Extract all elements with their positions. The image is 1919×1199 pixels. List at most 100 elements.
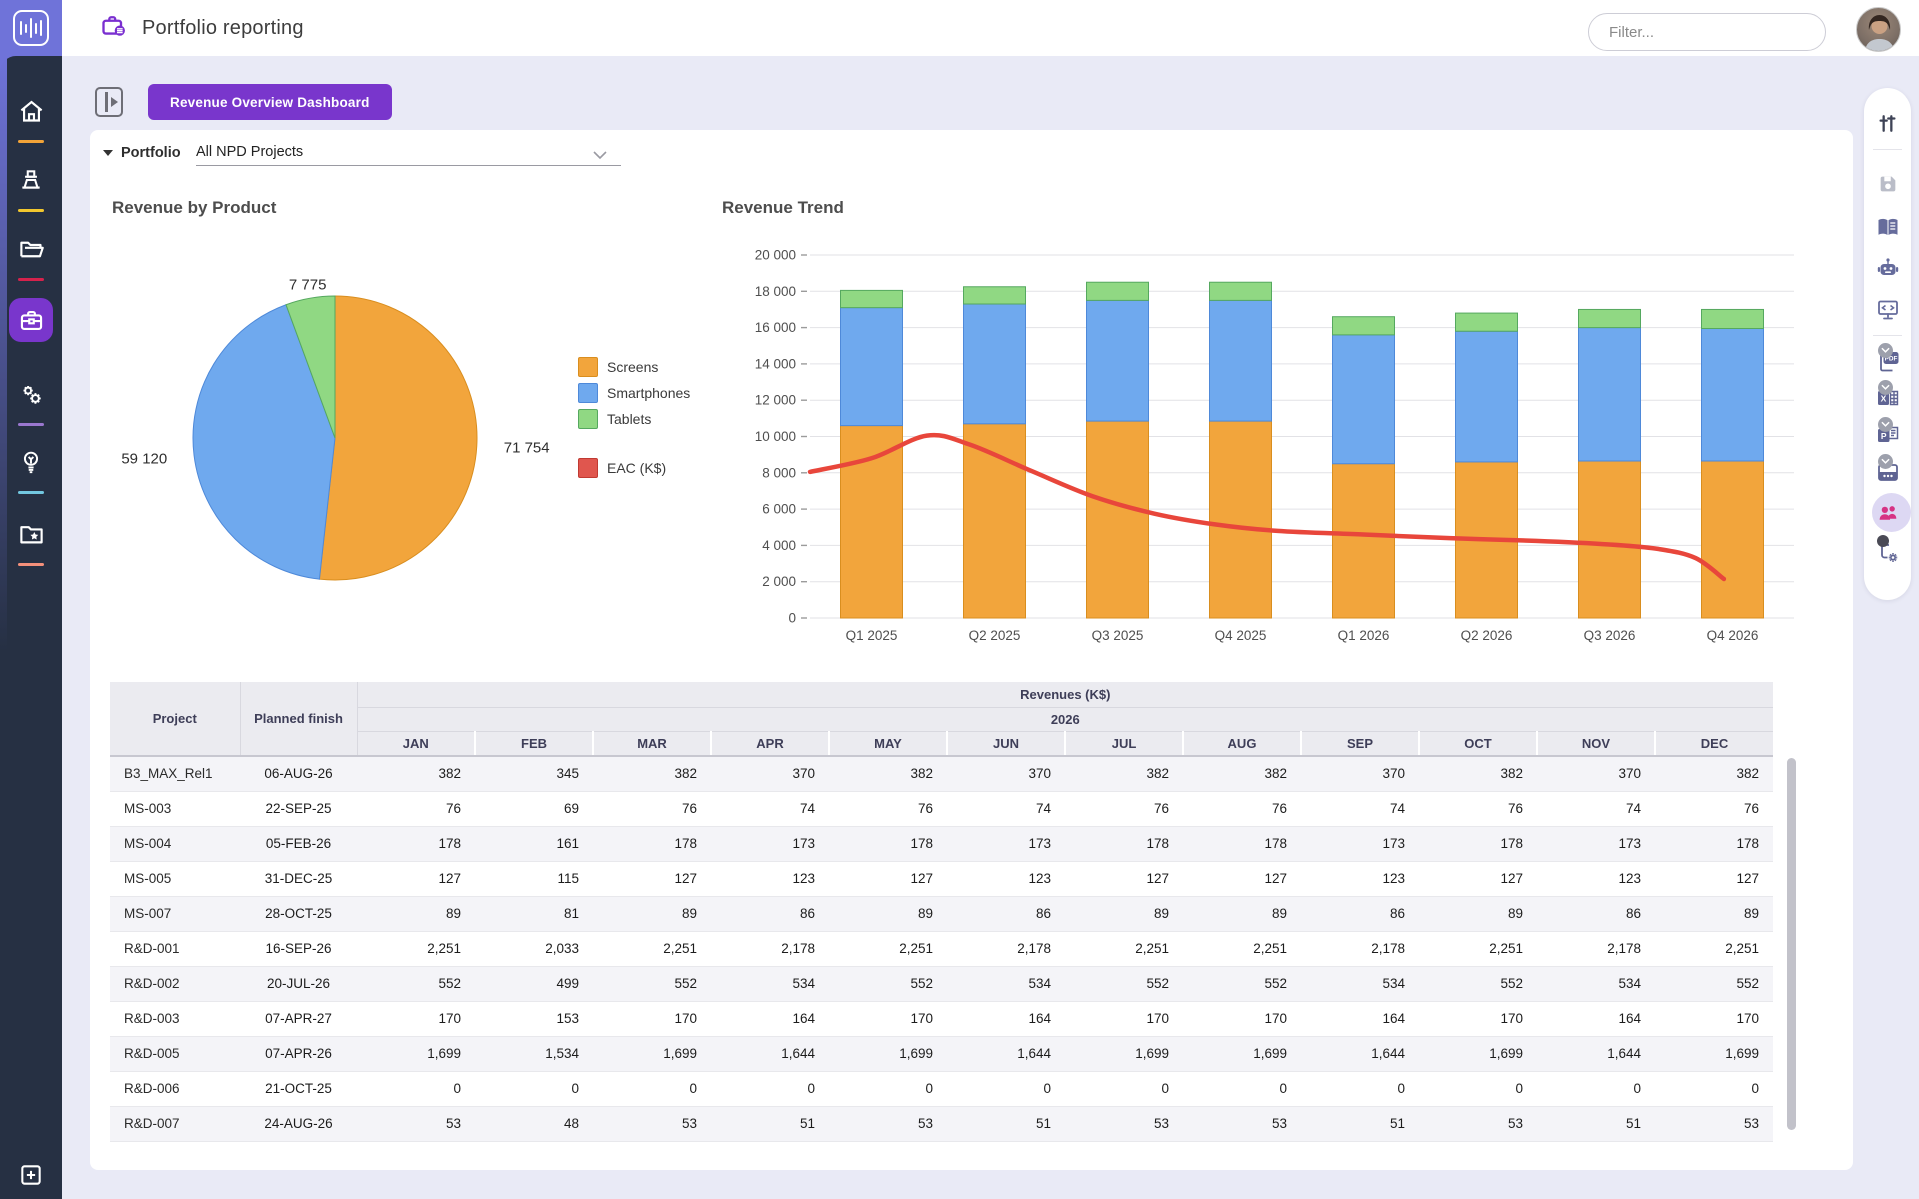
table-scrollbar-thumb[interactable] <box>1787 758 1796 1130</box>
cell-revenue-value: 170 <box>1419 1001 1537 1036</box>
bar-segment-screens[interactable] <box>1579 461 1641 618</box>
bar-segment-screens[interactable] <box>1333 464 1395 618</box>
table-row[interactable]: R&D-00724-AUG-26534853515351535351535153 <box>110 1106 1773 1141</box>
bar-segment-tablets[interactable] <box>1702 309 1764 328</box>
month-column-header[interactable]: OCT <box>1419 731 1537 756</box>
cell-revenue-value: 53 <box>1419 1106 1537 1141</box>
bar-segment-tablets[interactable] <box>1087 282 1149 300</box>
cell-revenue-value: 127 <box>1419 861 1537 896</box>
month-column-header[interactable]: APR <box>711 731 829 756</box>
month-column-header[interactable]: DEC <box>1655 731 1773 756</box>
table-row[interactable]: MS-00728-OCT-25898189868986898986898689 <box>110 896 1773 931</box>
cell-project: R&D-002 <box>110 966 240 1001</box>
cell-revenue-value: 173 <box>947 826 1065 861</box>
sidebar-item-projects-folder[interactable] <box>9 227 53 271</box>
month-column-header[interactable]: SEP <box>1301 731 1419 756</box>
month-column-header[interactable]: MAY <box>829 731 947 756</box>
cell-revenue-value: 370 <box>711 756 829 791</box>
revenues-table: ProjectPlanned finishRevenues (K$)2026JA… <box>110 682 1773 1142</box>
table-row[interactable]: MS-00322-SEP-25766976747674767674767476 <box>110 791 1773 826</box>
cell-revenue-value: 89 <box>1065 896 1183 931</box>
cell-planned-finish: 05-FEB-26 <box>240 826 357 861</box>
save-icon[interactable] <box>1864 167 1911 201</box>
knowledge-book-icon[interactable] <box>1864 210 1911 244</box>
bar-segment-tablets[interactable] <box>1456 313 1518 331</box>
bar-segment-smartphones[interactable] <box>841 308 903 426</box>
month-column-header[interactable]: MAR <box>593 731 711 756</box>
page-title: Portfolio reporting <box>142 17 304 40</box>
cell-revenue-value: 552 <box>1419 966 1537 1001</box>
table-row[interactable]: B3_MAX_Rel106-AUG-2638234538237038237038… <box>110 756 1773 791</box>
export-excel-icon[interactable]: X <box>1864 383 1911 417</box>
portfolio-collapse-caret-icon[interactable] <box>103 150 113 156</box>
bar-segment-tablets[interactable] <box>1333 317 1395 335</box>
sidebar-item-portfolio-briefcase[interactable] <box>9 298 53 342</box>
left-sidebar <box>0 56 62 1199</box>
table-row[interactable]: R&D-00116-SEP-262,2512,0332,2512,1782,25… <box>110 931 1773 966</box>
equalizer-logo-icon[interactable] <box>13 10 49 46</box>
cell-revenue-value: 0 <box>947 1071 1065 1106</box>
sidebar-item-home[interactable] <box>9 89 53 133</box>
month-column-header[interactable]: AUG <box>1183 731 1301 756</box>
share-people-icon[interactable] <box>1864 496 1911 530</box>
bar-segment-screens[interactable] <box>841 426 903 618</box>
filter-input[interactable] <box>1588 13 1826 51</box>
sidebar-item-ideas-lightbulb[interactable] <box>9 440 53 484</box>
pie-value-label: 59 120 <box>121 450 167 467</box>
expand-panel-icon[interactable] <box>95 87 123 117</box>
cell-revenue-value: 0 <box>475 1071 593 1106</box>
sidebar-item-settings-gears[interactable] <box>9 372 53 416</box>
bar-segment-tablets[interactable] <box>841 290 903 307</box>
export-powerpoint-icon[interactable]: P <box>1864 420 1911 454</box>
table-row[interactable]: R&D-00621-OCT-25000000000000 <box>110 1071 1773 1106</box>
bar-segment-screens[interactable] <box>1702 461 1764 618</box>
bar-segment-smartphones[interactable] <box>1087 300 1149 421</box>
cell-revenue-value: 2,251 <box>829 931 947 966</box>
bar-segment-smartphones[interactable] <box>964 304 1026 424</box>
bar-segment-tablets[interactable] <box>964 287 1026 304</box>
portfolio-select[interactable]: All NPD Projects <box>196 140 621 166</box>
column-header-project[interactable]: Project <box>110 682 240 756</box>
y-axis-tick-label: 8 000 <box>762 465 796 480</box>
table-row[interactable]: R&D-00307-APR-27170153170164170164170170… <box>110 1001 1773 1036</box>
revenue-trend-chart[interactable]: 02 0004 0006 0008 00010 00012 00014 0001… <box>640 225 1825 660</box>
export-schedule-icon[interactable] <box>1864 457 1911 491</box>
cell-revenue-value: 1,699 <box>829 1036 947 1071</box>
bar-segment-smartphones[interactable] <box>1210 300 1272 421</box>
assistant-robot-icon[interactable] <box>1864 251 1911 285</box>
export-pdf-icon[interactable]: PDF <box>1864 346 1911 380</box>
month-column-header[interactable]: JAN <box>357 731 475 756</box>
table-row[interactable]: R&D-00220-JUL-26552499552534552534552552… <box>110 966 1773 1001</box>
y-axis-tick-label: 6 000 <box>762 502 796 517</box>
pie-slice-screens[interactable] <box>319 296 477 580</box>
workflow-settings-icon[interactable] <box>1864 537 1911 571</box>
x-axis-category-label: Q3 2025 <box>1092 628 1144 643</box>
sidebar-item-stage-gate[interactable] <box>9 158 53 202</box>
sidebar-item-add-new[interactable] <box>9 1153 53 1197</box>
adjust-sliders-icon[interactable] <box>1864 106 1911 140</box>
bar-segment-tablets[interactable] <box>1210 282 1272 300</box>
presentation-display-icon[interactable] <box>1864 292 1911 326</box>
bar-segment-smartphones[interactable] <box>1333 335 1395 464</box>
cell-revenue-value: 76 <box>1419 791 1537 826</box>
bar-segment-tablets[interactable] <box>1579 309 1641 327</box>
bar-segment-smartphones[interactable] <box>1579 328 1641 461</box>
table-row[interactable]: R&D-00507-APR-261,6991,5341,6991,6441,69… <box>110 1036 1773 1071</box>
month-column-header[interactable]: JUL <box>1065 731 1183 756</box>
sidebar-item-favorites-folder-star[interactable] <box>9 512 53 556</box>
table-row[interactable]: MS-00405-FEB-261781611781731781731781781… <box>110 826 1773 861</box>
month-column-header[interactable]: FEB <box>475 731 593 756</box>
bar-segment-smartphones[interactable] <box>1702 329 1764 461</box>
bar-segment-screens[interactable] <box>1210 421 1272 618</box>
revenue-by-product-pie-chart[interactable]: 71 75459 1207 775 <box>115 270 555 590</box>
table-row[interactable]: MS-00531-DEC-251271151271231271231271271… <box>110 861 1773 896</box>
nav-underline <box>18 423 44 426</box>
month-column-header[interactable]: JUN <box>947 731 1065 756</box>
bar-segment-screens[interactable] <box>1087 421 1149 618</box>
cell-revenue-value: 164 <box>947 1001 1065 1036</box>
column-header-planned-finish[interactable]: Planned finish <box>240 682 357 756</box>
month-column-header[interactable]: NOV <box>1537 731 1655 756</box>
bar-segment-smartphones[interactable] <box>1456 331 1518 462</box>
revenue-overview-dashboard-button[interactable]: Revenue Overview Dashboard <box>148 84 392 120</box>
avatar[interactable] <box>1856 7 1901 52</box>
